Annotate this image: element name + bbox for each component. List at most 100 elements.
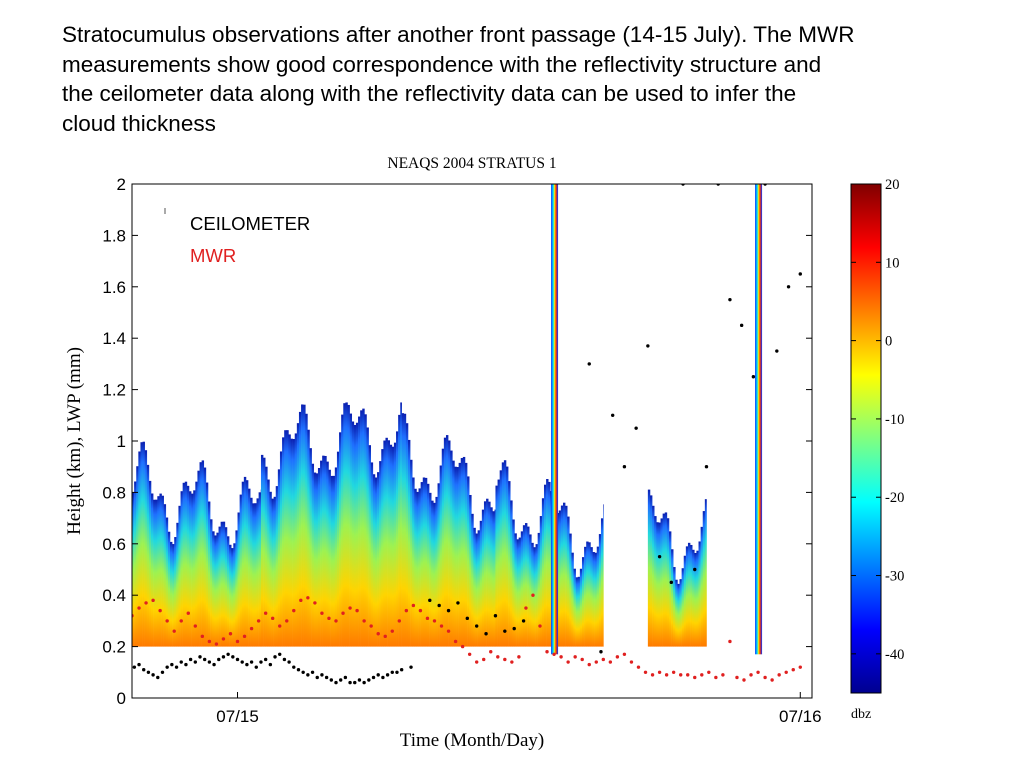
reflectivity-strip [569, 533, 572, 647]
reflectivity-strip [506, 466, 509, 647]
reflectivity-strip [260, 454, 264, 647]
reflectivity-strip [298, 411, 302, 647]
mwr-point [362, 619, 366, 623]
mwr-point [735, 675, 739, 680]
reflectivity-strip [590, 547, 593, 647]
reflectivity-strip [140, 442, 143, 647]
ceilometer-point [137, 662, 141, 667]
mwr-point [608, 660, 613, 664]
mwr-point [221, 637, 226, 641]
mwr-point [636, 665, 641, 669]
reflectivity-strip [214, 535, 217, 647]
reflectivity-strip [343, 403, 346, 647]
mwr-point [425, 616, 430, 621]
reflectivity-strip [271, 498, 274, 647]
chart-title: NEAQS 2004 STRATUS 1 [387, 155, 556, 172]
reflectivity-strip [565, 505, 568, 647]
reflectivity-strip [391, 446, 395, 647]
reflectivity-strip [527, 526, 530, 647]
reflectivity-strip [412, 477, 415, 647]
reflectivity-strip [286, 430, 289, 647]
reflectivity-strip [176, 522, 179, 647]
ceilometer-point [296, 668, 301, 672]
mwr-point [446, 629, 451, 633]
reflectivity-strip [573, 568, 576, 647]
reflectivity-strip [273, 496, 277, 647]
ceilometer-point [385, 673, 390, 677]
reflectivity-strip [512, 519, 515, 647]
reflectivity-strip [514, 533, 517, 647]
ceilometer-point [179, 660, 183, 664]
mwr-point [432, 619, 437, 623]
reflectivity-strip [328, 469, 331, 647]
reflectivity-strip [235, 530, 238, 647]
reflectivity-strip [416, 491, 419, 647]
ceilometer-point [212, 662, 216, 667]
x-axis-label: Time (Month/Day) [400, 730, 544, 751]
mwr-point [531, 593, 535, 597]
colorbar-tick-label: 20 [885, 177, 900, 193]
y-tick-label: 1 [117, 432, 126, 451]
reflectivity-strip [210, 519, 213, 647]
mwr-point [186, 611, 190, 615]
ceilometer-point [657, 554, 662, 559]
mwr-point [207, 639, 212, 644]
reflectivity-strip [197, 470, 200, 647]
reflectivity-strip [379, 461, 382, 647]
mwr-point [348, 606, 352, 610]
reflectivity-strip [685, 546, 689, 647]
reflectivity-strip [546, 479, 549, 647]
mwr-point [235, 639, 240, 644]
reflectivity-strip [233, 543, 236, 647]
reflectivity-strip [336, 451, 340, 647]
ceilometer-point [142, 668, 146, 672]
mwr-point [242, 634, 247, 639]
mwr-point [573, 655, 577, 659]
reflectivity-strip [364, 414, 367, 647]
reflectivity-strip [362, 408, 365, 647]
reflectivity-strip [315, 473, 319, 647]
ceilometer-point [798, 272, 802, 276]
reflectivity-strip [584, 546, 587, 647]
y-tick-label: 0.8 [102, 483, 126, 502]
ceilometer-point [362, 680, 366, 685]
ceilometer-point [357, 678, 362, 682]
reflectivity-strip [144, 450, 148, 647]
reflectivity-strip [414, 488, 417, 647]
mwr-point [707, 670, 711, 674]
reflectivity-strip [320, 460, 323, 647]
reflectivity-strip [372, 474, 376, 647]
reflectivity-strip [704, 499, 707, 647]
reflectivity-strip [161, 495, 164, 647]
mwr-point [594, 660, 598, 664]
mwr-point [263, 611, 268, 615]
colorbar-tick-label: 0 [885, 334, 892, 350]
ceilometer-point [399, 668, 404, 672]
ceilometer-point [371, 675, 376, 680]
colorbar-tick-label: -30 [885, 569, 904, 585]
caption-line: Stratocumulus observations after another… [62, 22, 855, 47]
mwr-point [566, 660, 570, 664]
ceilometer-point [622, 465, 627, 469]
mwr-point [193, 624, 198, 628]
reflectivity-strip [282, 437, 285, 647]
reflectivity-strip [452, 460, 455, 647]
y-tick-label: 2 [117, 175, 126, 194]
reflectivity-strip [301, 404, 304, 647]
reflectivity-strip [422, 477, 426, 647]
reflectivity-strip [687, 542, 691, 647]
reflectivity-strip [370, 462, 374, 647]
mwr-point [510, 660, 514, 664]
reflectivity-strip [443, 437, 447, 647]
ceilometer-point [521, 619, 526, 623]
reflectivity-strip [454, 466, 457, 647]
ceilometer-point [693, 567, 697, 572]
y-tick-label: 0.6 [102, 535, 126, 554]
reflectivity-strip [681, 568, 685, 647]
mwr-point [489, 650, 493, 654]
mwr-point [671, 670, 676, 674]
mwr-point [249, 626, 254, 631]
mwr-point [791, 668, 795, 672]
ceilometer-point [456, 601, 460, 605]
colorbar-tick-label: -40 [885, 647, 904, 663]
